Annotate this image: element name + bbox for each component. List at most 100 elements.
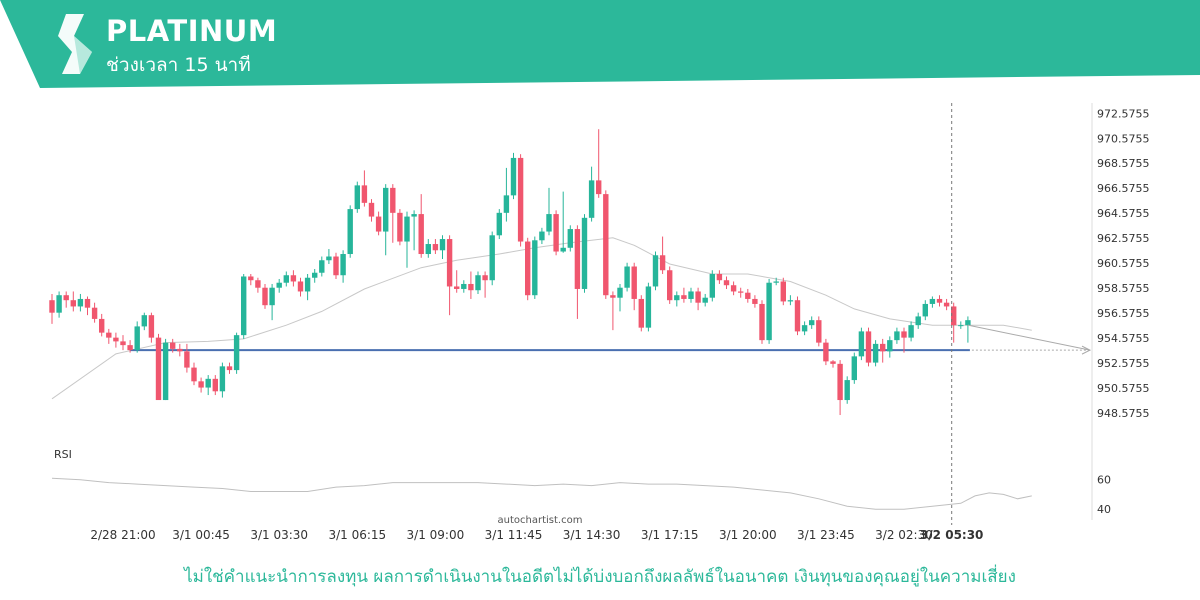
candle-body <box>574 229 581 289</box>
candle-body <box>880 343 886 352</box>
candle-body <box>468 283 474 291</box>
candle <box>745 288 751 303</box>
candle <box>489 231 495 286</box>
candle <box>617 283 623 312</box>
candle <box>446 235 453 316</box>
candle-body <box>120 341 126 346</box>
candle-body <box>581 217 588 289</box>
candle-body <box>702 297 708 303</box>
candle-body <box>432 244 439 251</box>
candle-body <box>773 281 779 283</box>
candle <box>525 237 531 301</box>
candle <box>397 209 403 246</box>
candle <box>787 295 794 306</box>
price-tick-label: 958.5755 <box>1097 282 1150 295</box>
candle <box>368 199 375 222</box>
candle <box>858 327 865 361</box>
candle <box>723 276 730 289</box>
candle <box>624 262 630 292</box>
candle-body <box>567 229 573 248</box>
candle <box>70 291 76 312</box>
candle <box>503 167 510 222</box>
candle <box>184 343 190 373</box>
candle-body <box>368 202 375 217</box>
candle <box>354 181 360 213</box>
candle <box>851 352 857 384</box>
projection-arrow <box>1081 345 1092 355</box>
candle-body <box>404 216 410 242</box>
rsi-tick-label: 60 <box>1097 474 1111 487</box>
candle-body <box>965 320 971 326</box>
price-tick-label: 962.5755 <box>1097 232 1150 245</box>
candle-body <box>759 303 765 341</box>
timeframe-label: ช่วงเวลา 15 นาที <box>106 54 251 76</box>
time-tick-label: 3/1 17:15 <box>641 528 699 542</box>
candle <box>432 239 439 255</box>
candle-body <box>766 282 772 341</box>
candle-body <box>191 367 197 382</box>
autochartist-logo-icon <box>58 14 92 74</box>
candle <box>880 338 886 363</box>
candle-body <box>312 272 318 278</box>
candle <box>170 338 176 353</box>
candle <box>162 338 169 401</box>
candle <box>596 129 602 198</box>
candle-body <box>454 286 460 289</box>
candle <box>546 187 552 236</box>
candle <box>404 211 410 268</box>
candle-body <box>908 325 914 338</box>
candle <box>84 296 91 316</box>
candle <box>347 205 353 258</box>
price-tick-label: 956.5755 <box>1097 307 1150 320</box>
price-tick-label: 960.5755 <box>1097 257 1150 270</box>
candle-body <box>198 381 204 388</box>
candle-body <box>958 325 964 327</box>
candle-body <box>943 302 950 307</box>
candle <box>269 283 275 321</box>
candle <box>709 270 715 302</box>
candle <box>652 251 659 291</box>
banner-background <box>0 0 1200 88</box>
candle <box>326 249 332 265</box>
candle <box>610 291 616 331</box>
candle-body <box>411 214 417 217</box>
candle-body <box>780 281 786 302</box>
candle <box>688 287 694 303</box>
rsi-line <box>51 477 1032 510</box>
candle <box>766 278 772 344</box>
candle <box>588 166 595 222</box>
candle-body <box>865 331 872 363</box>
candle <box>965 316 971 343</box>
price-tick-label: 948.5755 <box>1097 407 1150 420</box>
axes: 972.5755 970.5755 968.5755 966.5755 964.5755… <box>90 103 1150 542</box>
candle-body <box>49 300 55 313</box>
candle-body <box>645 286 652 328</box>
candle <box>219 362 226 398</box>
candle-body <box>113 337 119 342</box>
candle <box>773 277 779 286</box>
candle-body <box>929 298 936 304</box>
projection-line <box>967 324 1091 351</box>
candle-body <box>219 366 226 392</box>
candle <box>759 300 765 344</box>
candle-body <box>667 270 673 301</box>
candle <box>191 362 197 386</box>
time-tick-label: 3/1 23:45 <box>797 528 855 542</box>
candle-body <box>723 280 730 286</box>
candle <box>553 210 559 256</box>
candle <box>674 291 680 307</box>
candle-body <box>248 276 254 281</box>
candle-body <box>319 260 325 273</box>
candle-body <box>390 187 396 213</box>
candle-body <box>830 361 836 364</box>
candle <box>439 235 446 260</box>
candle <box>780 277 786 306</box>
candle-body <box>375 216 382 232</box>
candle <box>333 252 339 279</box>
candle-body <box>510 157 517 196</box>
candle <box>276 278 282 293</box>
candle-body <box>489 235 495 281</box>
candle <box>915 312 921 329</box>
time-tick-label: 3/2 02:30 <box>875 528 933 542</box>
